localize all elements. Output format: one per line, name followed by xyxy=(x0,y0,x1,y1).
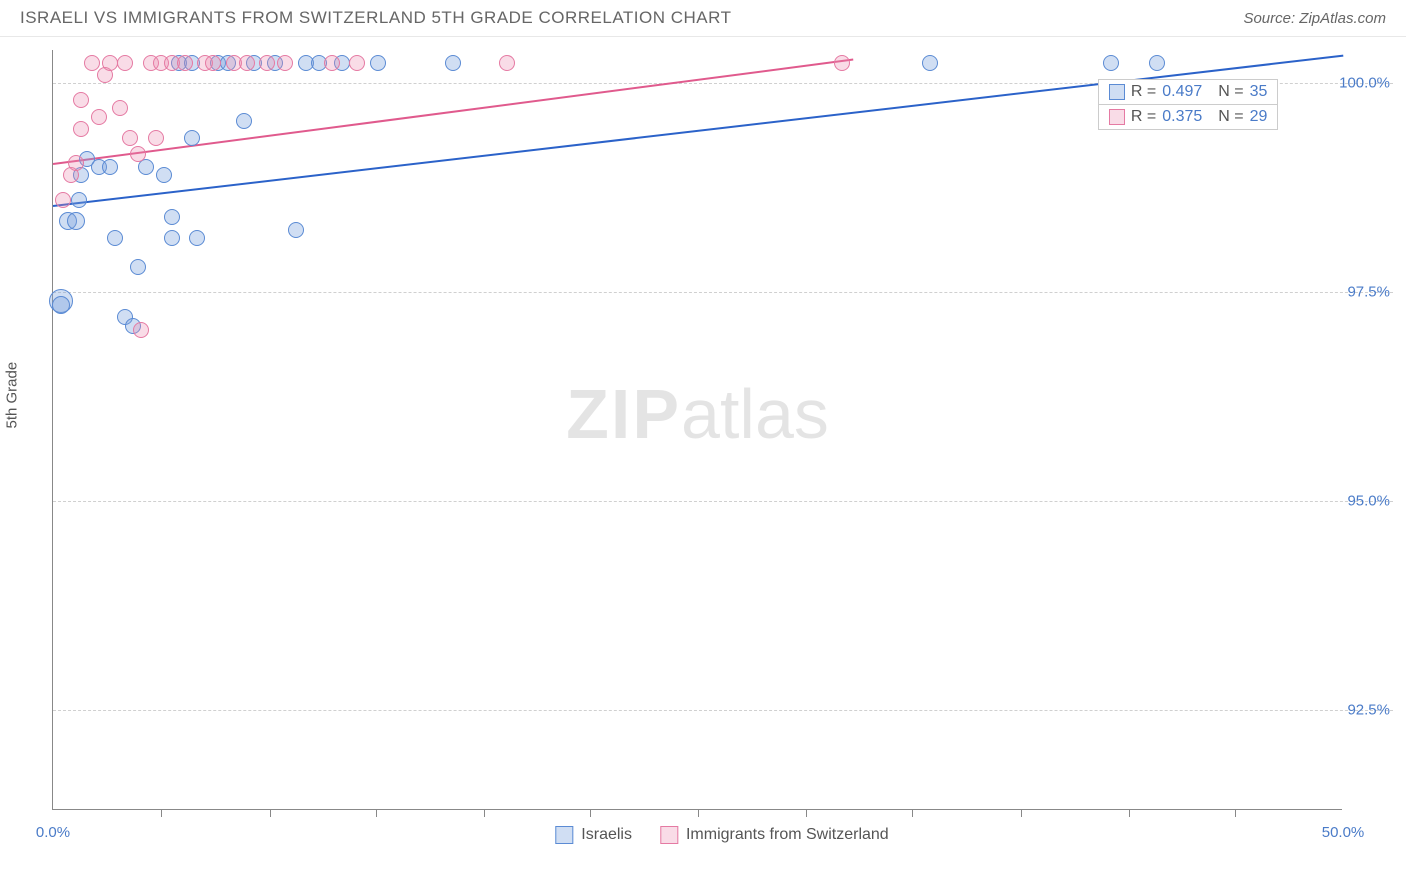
legend-swatch-pink xyxy=(660,826,678,844)
gridline xyxy=(53,710,1393,711)
data-point xyxy=(102,159,118,175)
x-tick xyxy=(806,809,807,817)
data-point xyxy=(52,296,70,314)
x-tick-label: 0.0% xyxy=(36,824,70,841)
stats-r-value: 0.497 xyxy=(1162,83,1202,101)
data-point xyxy=(71,192,87,208)
legend-item-swiss: Immigrants from Switzerland xyxy=(660,826,889,844)
data-point xyxy=(148,130,164,146)
gridline xyxy=(53,501,1393,502)
data-point xyxy=(499,55,515,71)
x-tick xyxy=(1235,809,1236,817)
data-point xyxy=(205,55,221,71)
stats-n-value: 29 xyxy=(1250,108,1268,126)
data-point xyxy=(102,55,118,71)
stats-n-label: N = xyxy=(1218,108,1243,126)
x-tick xyxy=(1021,809,1022,817)
y-axis-title: 5th Grade xyxy=(4,362,21,429)
data-point xyxy=(445,55,461,71)
x-tick xyxy=(376,809,377,817)
x-tick xyxy=(161,809,162,817)
data-point xyxy=(107,230,123,246)
y-tick-label: 92.5% xyxy=(1347,701,1390,718)
data-point xyxy=(1149,55,1165,71)
stats-r-label: R = xyxy=(1131,108,1156,126)
stats-n-value: 35 xyxy=(1250,83,1268,101)
x-tick xyxy=(912,809,913,817)
chart-title: ISRAELI VS IMMIGRANTS FROM SWITZERLAND 5… xyxy=(20,8,732,28)
chart-area: ZIPatlas 92.5%95.0%97.5%100.0%0.0%50.0%R… xyxy=(52,50,1392,810)
x-tick xyxy=(270,809,271,817)
x-tick-label: 50.0% xyxy=(1322,824,1365,841)
y-tick-label: 95.0% xyxy=(1347,492,1390,509)
data-point xyxy=(112,100,128,116)
data-point xyxy=(288,222,304,238)
data-point xyxy=(117,55,133,71)
legend-item-israelis: Israelis xyxy=(555,826,632,844)
plot-region: ZIPatlas 92.5%95.0%97.5%100.0%0.0%50.0%R… xyxy=(52,50,1342,810)
data-point xyxy=(68,155,84,171)
chart-header: ISRAELI VS IMMIGRANTS FROM SWITZERLAND 5… xyxy=(0,0,1406,37)
legend: Israelis Immigrants from Switzerland xyxy=(555,826,888,844)
data-point xyxy=(1103,55,1119,71)
stats-r-value: 0.375 xyxy=(1162,108,1202,126)
data-point xyxy=(277,55,293,71)
stats-swatch xyxy=(1109,109,1125,125)
data-point xyxy=(236,113,252,129)
x-tick xyxy=(590,809,591,817)
data-point xyxy=(834,55,850,71)
legend-label: Immigrants from Switzerland xyxy=(686,826,889,844)
legend-label: Israelis xyxy=(581,826,632,844)
trendline xyxy=(53,58,853,164)
data-point xyxy=(84,55,100,71)
gridline xyxy=(53,292,1393,293)
data-point xyxy=(239,55,255,71)
data-point xyxy=(73,121,89,137)
data-point xyxy=(164,230,180,246)
data-point xyxy=(189,230,205,246)
legend-swatch-blue xyxy=(555,826,573,844)
data-point xyxy=(133,322,149,338)
data-point xyxy=(130,259,146,275)
stats-n-label: N = xyxy=(1218,83,1243,101)
data-point xyxy=(349,55,365,71)
data-point xyxy=(122,130,138,146)
data-point xyxy=(324,55,340,71)
y-tick-label: 100.0% xyxy=(1339,75,1390,92)
watermark: ZIPatlas xyxy=(566,374,829,454)
data-point xyxy=(156,167,172,183)
data-point xyxy=(184,130,200,146)
x-tick xyxy=(1129,809,1130,817)
data-point xyxy=(259,55,275,71)
stats-box: R = 0.497 N = 35 R = 0.375 N = 29 xyxy=(1098,79,1279,130)
data-point xyxy=(922,55,938,71)
chart-source: Source: ZipAtlas.com xyxy=(1243,10,1386,27)
stats-row: R = 0.375 N = 29 xyxy=(1099,104,1278,129)
data-point xyxy=(130,146,146,162)
data-point xyxy=(91,109,107,125)
data-point xyxy=(164,209,180,225)
stats-row: R = 0.497 N = 35 xyxy=(1099,80,1278,104)
data-point xyxy=(73,92,89,108)
data-point xyxy=(370,55,386,71)
data-point xyxy=(67,212,85,230)
data-point xyxy=(55,192,71,208)
x-tick xyxy=(698,809,699,817)
data-point xyxy=(177,55,193,71)
stats-r-label: R = xyxy=(1131,83,1156,101)
y-tick-label: 97.5% xyxy=(1347,284,1390,301)
x-tick xyxy=(484,809,485,817)
stats-swatch xyxy=(1109,84,1125,100)
